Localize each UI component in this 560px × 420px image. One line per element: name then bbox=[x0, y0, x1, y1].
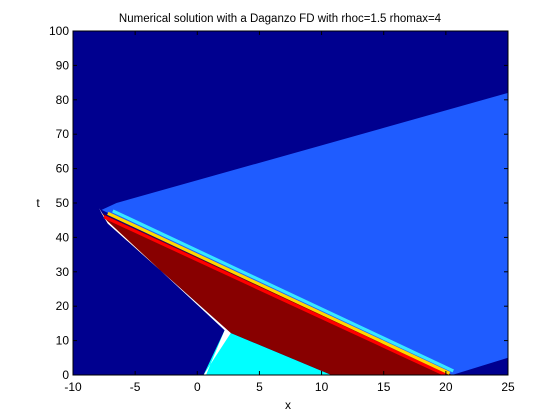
plot-area bbox=[73, 31, 508, 375]
y-tick-label: 80 bbox=[56, 93, 70, 107]
y-tick-label: 90 bbox=[56, 58, 70, 72]
y-tick-label: 0 bbox=[62, 368, 69, 382]
front-cyan-band bbox=[112, 209, 454, 373]
x-tick-label: -10 bbox=[64, 380, 82, 394]
y-tick-label: 20 bbox=[56, 299, 70, 313]
y-tick-label: 100 bbox=[49, 24, 69, 38]
x-tick-label: 10 bbox=[315, 380, 329, 394]
y-tick-label: 50 bbox=[56, 196, 70, 210]
y-tick-label: 70 bbox=[56, 127, 70, 141]
x-tick-label: 5 bbox=[256, 380, 263, 394]
y-tick-label: 60 bbox=[56, 162, 70, 176]
region-upper-fan bbox=[101, 92, 508, 375]
chart-title: Numerical solution with a Daganzo FD wit… bbox=[119, 13, 442, 25]
y-tick-label: 40 bbox=[56, 230, 70, 244]
front-yellow-band bbox=[107, 211, 451, 375]
region-light-cyan bbox=[203, 330, 332, 375]
y-tick-label: 10 bbox=[56, 334, 70, 348]
x-tick-label: -5 bbox=[130, 380, 141, 394]
x-axis-label: x bbox=[285, 398, 291, 412]
x-tick-label: 25 bbox=[501, 380, 515, 394]
x-tick-label: 15 bbox=[377, 380, 391, 394]
y-axis-label: t bbox=[36, 196, 40, 210]
y-tick-label: 30 bbox=[56, 265, 70, 279]
x-tick-label: 20 bbox=[439, 380, 453, 394]
axes: -10 -5 0 5 10 15 20 25 0 10 20 30 40 50 60 70 80 90 100 bbox=[49, 24, 515, 394]
front-red-band bbox=[103, 215, 447, 375]
x-tick-label: 0 bbox=[194, 380, 201, 394]
